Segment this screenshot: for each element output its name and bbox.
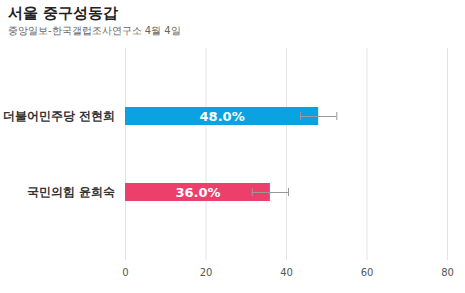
svg-text:36.0%: 36.0% — [175, 185, 220, 200]
html-text:서울 중구성동갑: 서울 중구성동갑 — [8, 4, 119, 22]
svg-text:40: 40 — [280, 267, 293, 278]
svg-text:80: 80 — [441, 267, 454, 278]
svg-text:20: 20 — [200, 267, 213, 278]
svg-text:0: 0 — [122, 267, 128, 278]
svg-text:60: 60 — [361, 267, 374, 278]
svg-text:더불어민주당 전현희: 더불어민주당 전현희 — [3, 109, 115, 123]
svg-text:국민의힘 윤희숙: 국민의힘 윤희숙 — [27, 185, 115, 199]
html-text:중앙일보-한국갤럽조사연구소 4월 4일: 중앙일보-한국갤럽조사연구소 4월 4일 — [8, 25, 181, 36]
svg-text:48.0%: 48.0% — [200, 109, 245, 124]
